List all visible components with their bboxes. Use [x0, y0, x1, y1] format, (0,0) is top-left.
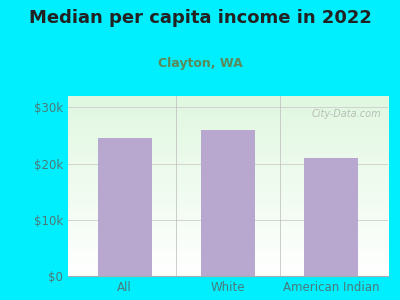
Bar: [304, 158, 358, 276]
Text: City-Data.com: City-Data.com: [312, 109, 382, 118]
Text: Clayton, WA: Clayton, WA: [158, 57, 242, 70]
Bar: [98, 138, 152, 276]
Bar: [201, 130, 255, 276]
Text: Median per capita income in 2022: Median per capita income in 2022: [28, 9, 372, 27]
